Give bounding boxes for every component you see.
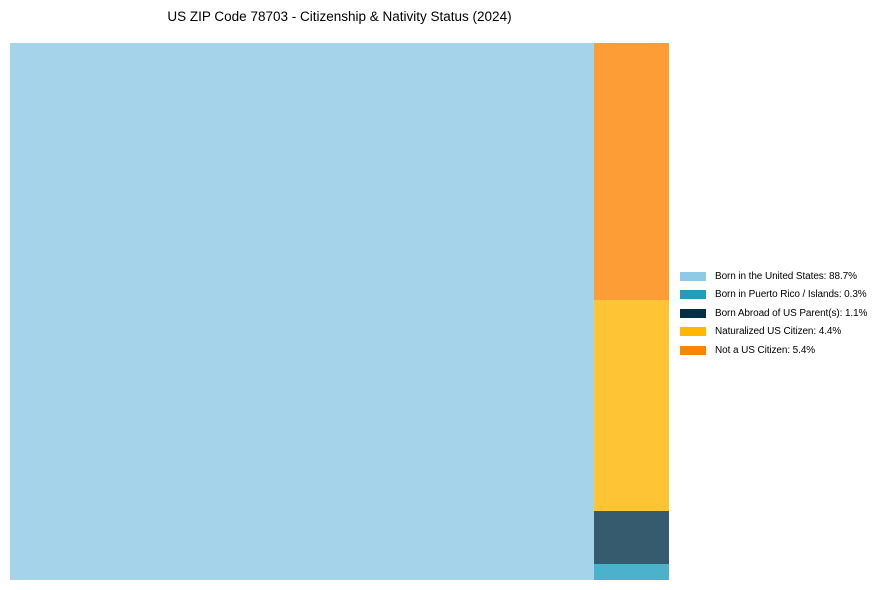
legend-swatch (680, 327, 706, 337)
legend-swatch (680, 290, 706, 300)
legend-label: Born Abroad of US Parent(s): 1.1% (715, 307, 868, 319)
legend-item-born-puerto-rico: Born in Puerto Rico / Islands: 0.3% (680, 286, 867, 305)
legend-label: Not a US Citizen: 5.4% (715, 344, 816, 356)
legend-label: Born in Puerto Rico / Islands: 0.3% (715, 289, 867, 301)
legend-swatch (680, 271, 706, 281)
legend-label: Naturalized US Citizen: 4.4% (715, 326, 842, 338)
legend-swatch (680, 308, 706, 318)
legend-item-not-citizen: Not a US Citizen: 5.4% (680, 341, 867, 360)
legend-item-naturalized: Naturalized US Citizen: 4.4% (680, 323, 867, 342)
treemap-tile-not-a-us-citizen (594, 43, 669, 300)
legend-label: Born in the United States: 88.7% (715, 270, 857, 282)
legend-swatch (680, 345, 706, 355)
legend: Born in the United States: 88.7% Born in… (680, 267, 867, 360)
legend-item-born-abroad: Born Abroad of US Parent(s): 1.1% (680, 304, 867, 323)
treemap-tile-born-in-the-united-states (10, 43, 594, 580)
legend-item-born-us: Born in the United States: 88.7% (680, 267, 867, 286)
treemap-tile-naturalized-us-citizen (594, 300, 669, 511)
treemap-tile-born-in-puerto-rico-islands (594, 564, 669, 580)
treemap-tile-born-abroad-of-us-parent-s (594, 511, 669, 564)
chart-title: US ZIP Code 78703 - Citizenship & Nativi… (167, 9, 512, 24)
